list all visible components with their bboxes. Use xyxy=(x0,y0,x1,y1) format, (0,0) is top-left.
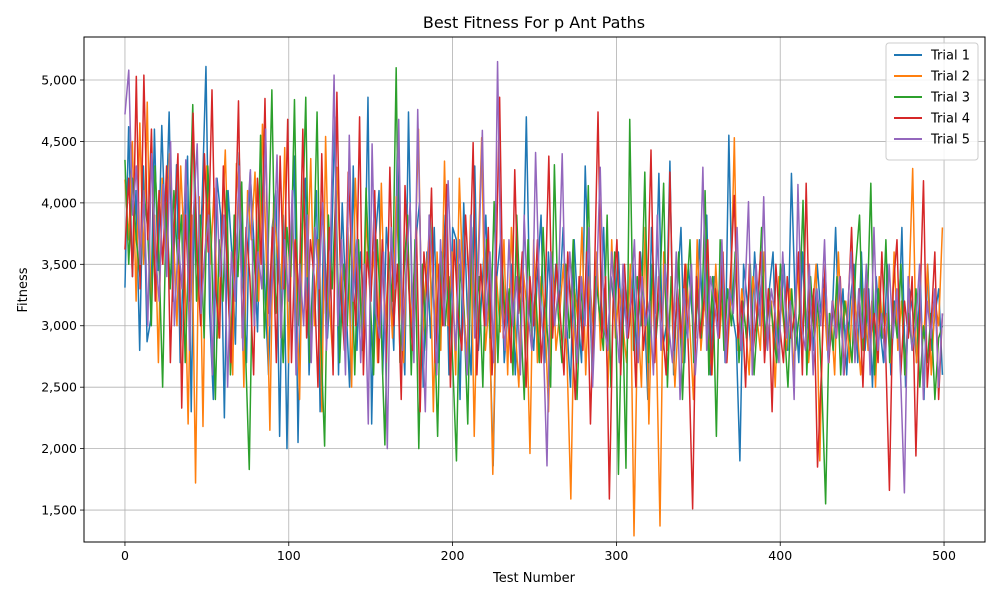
legend: Trial 1 Trial 2 Trial 3 Trial 4 Trial 5 xyxy=(885,42,979,161)
x-tick-label: 400 xyxy=(768,548,792,563)
series-lines xyxy=(124,60,944,537)
series-line-trial-4 xyxy=(124,74,944,510)
x-axis-label: Test Number xyxy=(492,571,576,586)
axis-ticks: 0 100 200 300 400 500 1,500 2,000 2,500 3,000 3,50… xyxy=(41,73,956,563)
y-tick-label: 2,500 xyxy=(41,380,77,395)
x-tick-label: 500 xyxy=(932,548,956,563)
y-tick-label: 3,500 xyxy=(41,257,77,272)
series-line-trial-5 xyxy=(124,60,944,494)
legend-label-trial-1: Trial 1 xyxy=(930,49,970,64)
y-tick-label: 2,000 xyxy=(41,441,77,456)
x-tick-label: 200 xyxy=(441,548,465,563)
plot-area-frame xyxy=(83,36,986,543)
legend-label-trial-3: Trial 3 xyxy=(930,91,970,106)
x-tick-label: 100 xyxy=(277,548,301,563)
chart-title: Best Fitness For p Ant Paths xyxy=(423,13,645,32)
y-axis-label: Fitness xyxy=(16,267,31,312)
y-tick-label: 5,000 xyxy=(41,73,77,88)
legend-label-trial-5: Trial 5 xyxy=(930,133,970,148)
x-tick-label: 0 xyxy=(121,548,129,563)
y-tick-label: 3,000 xyxy=(41,318,77,333)
legend-box xyxy=(885,42,979,161)
legend-label-trial-4: Trial 4 xyxy=(930,112,970,127)
y-tick-label: 4,000 xyxy=(41,195,77,210)
y-tick-label: 1,500 xyxy=(41,503,77,518)
x-tick-label: 300 xyxy=(604,548,628,563)
legend-label-trial-2: Trial 2 xyxy=(930,70,970,85)
y-tick-label: 4,500 xyxy=(41,134,77,149)
